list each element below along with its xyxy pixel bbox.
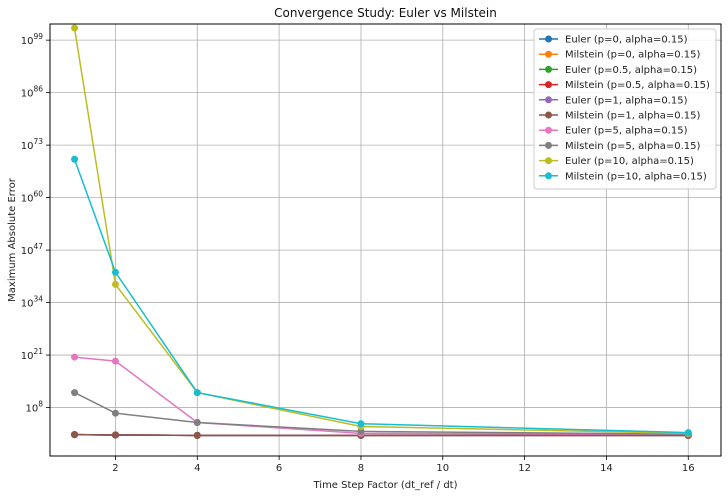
data-point <box>357 427 365 435</box>
x-tick-label: 4 <box>194 463 200 474</box>
data-point <box>193 389 201 397</box>
data-point <box>111 409 119 417</box>
legend-label: Milstein (p=10, alpha=0.15) <box>565 171 707 182</box>
data-point <box>71 155 79 163</box>
x-tick-label: 10 <box>436 463 449 474</box>
legend-marker <box>545 141 552 149</box>
data-point <box>193 418 201 426</box>
legend-label: Euler (p=10, alpha=0.15) <box>565 156 694 167</box>
legend-marker <box>545 111 552 119</box>
ticks: 2 4 6 8 10 12 14 16 108 1021 1034 1047 1060 1073 1086 1… <box>21 32 695 474</box>
data-point <box>71 389 79 397</box>
data-point <box>71 431 79 439</box>
legend-marker <box>545 50 552 58</box>
y-tick-label: 1021 <box>21 347 44 362</box>
legend-label: Euler (p=5, alpha=0.15) <box>565 126 688 137</box>
y-tick-label: 1073 <box>21 137 44 152</box>
x-tick-label: 12 <box>518 463 531 474</box>
data-point <box>111 280 119 288</box>
y-tick-label: 108 <box>25 400 43 415</box>
x-tick-label: 6 <box>276 463 282 474</box>
y-tick-label: 1099 <box>21 32 44 47</box>
data-point <box>111 431 119 439</box>
legend-label: Euler (p=1, alpha=0.15) <box>565 95 688 106</box>
x-tick-label: 2 <box>112 463 118 474</box>
legend-label: Milstein (p=5, alpha=0.15) <box>565 141 700 152</box>
legend-box <box>533 28 717 190</box>
legend-marker <box>545 65 552 73</box>
legend-marker <box>545 35 552 43</box>
legend-label: Milstein (p=0.5, alpha=0.15) <box>565 80 710 91</box>
legend: Euler (p=0, alpha=0.15) Milstein (p=0, al… <box>533 28 717 190</box>
y-tick-label: 1086 <box>21 85 44 100</box>
y-tick-label: 1047 <box>21 242 44 257</box>
series-group <box>71 24 692 439</box>
y-tick-label: 1060 <box>21 190 44 205</box>
legend-marker <box>545 126 552 134</box>
data-point <box>684 429 692 437</box>
legend-label: Euler (p=0.5, alpha=0.15) <box>565 65 697 76</box>
y-tick-label: 1034 <box>21 295 44 310</box>
x-tick-label: 14 <box>600 463 613 474</box>
plot-frame <box>49 23 722 457</box>
legend-marker <box>545 172 552 180</box>
x-tick-label: 16 <box>682 463 695 474</box>
legend-marker <box>545 81 552 89</box>
x-tick-label: 8 <box>358 463 364 474</box>
data-point <box>111 357 119 365</box>
data-point <box>71 24 79 32</box>
legend-label: Milstein (p=0, alpha=0.15) <box>565 50 700 61</box>
data-point <box>111 268 119 276</box>
legend-marker <box>545 157 552 165</box>
data-point <box>71 353 79 361</box>
legend-marker <box>545 96 552 104</box>
data-point <box>357 420 365 428</box>
data-point <box>193 431 201 439</box>
x-axis-label: Time Step Factor (dt_ref / dt) <box>312 480 457 491</box>
legend-label: Milstein (p=1, alpha=0.15) <box>565 111 700 122</box>
chart-title: Convergence Study: Euler vs Milstein <box>274 6 497 20</box>
y-axis-label: Maximum Absolute Error <box>7 177 18 302</box>
legend-label: Euler (p=0, alpha=0.15) <box>565 35 688 46</box>
